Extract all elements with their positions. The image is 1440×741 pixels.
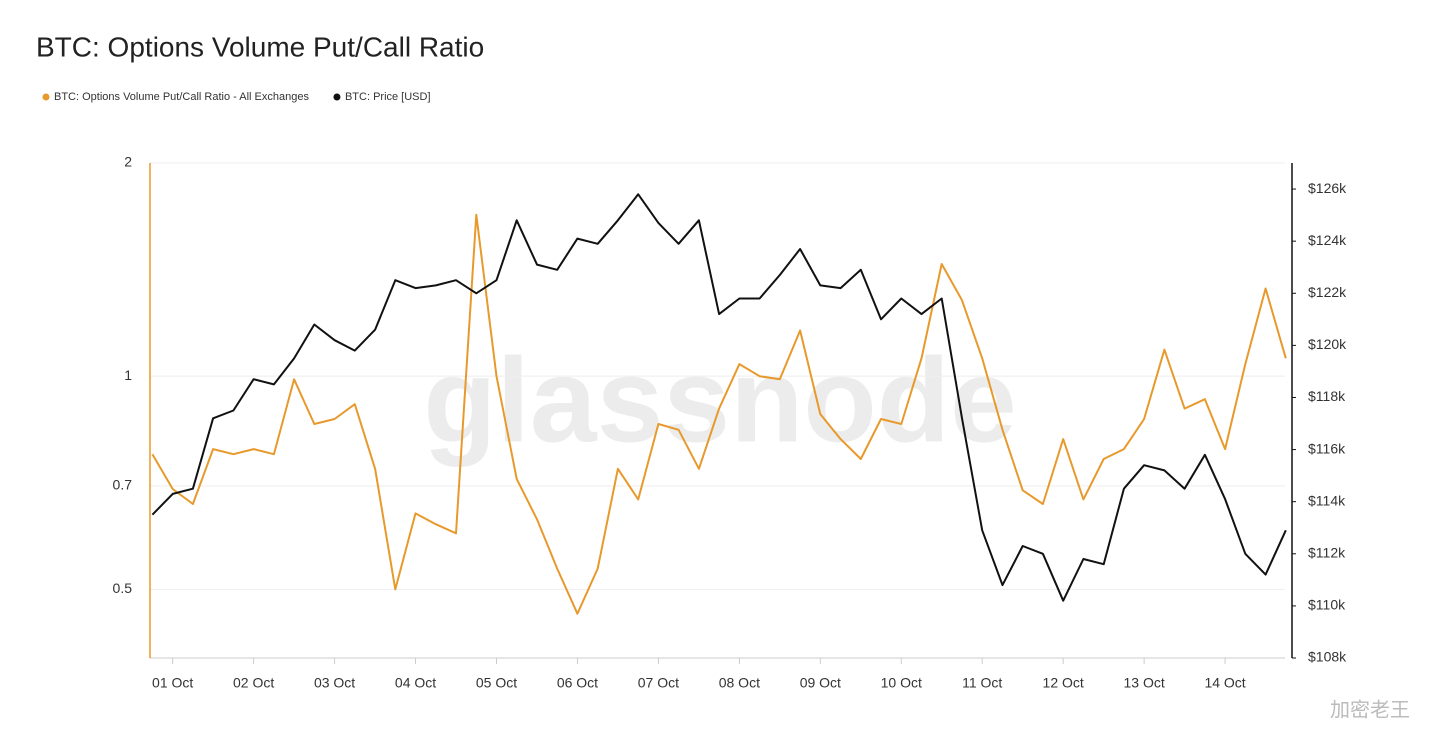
x-tick-label: 11 Oct [962, 675, 1002, 691]
y2-tick-label: $118k [1308, 388, 1346, 404]
y-tick-label: 0.7 [113, 477, 133, 493]
y2-tick-label: $126k [1308, 180, 1347, 196]
y2-tick-label: $124k [1308, 232, 1347, 248]
series-line [151, 213, 1287, 615]
x-tick-label: 12 Oct [1043, 675, 1084, 691]
legend-label: BTC: Price [USD] [345, 91, 431, 103]
y2-tick-label: $114k [1308, 492, 1346, 508]
legend-marker [333, 93, 341, 101]
x-tick-label: 07 Oct [638, 675, 679, 691]
x-tick-label: 04 Oct [395, 675, 436, 691]
x-tick-label: 03 Oct [314, 675, 355, 691]
x-tick-label: 06 Oct [557, 675, 598, 691]
y2-tick-label: $112k [1308, 544, 1346, 560]
y2-tick-label: $116k [1308, 440, 1346, 456]
y2-tick-label: $110k [1308, 597, 1346, 613]
legend-label: BTC: Options Volume Put/Call Ratio - All… [54, 91, 309, 103]
y2-tick-label: $120k [1308, 336, 1347, 352]
x-tick-label: 01 Oct [152, 675, 193, 691]
y-tick-label: 2 [124, 154, 132, 170]
y-tick-label: 1 [124, 367, 132, 383]
legend-marker [42, 93, 50, 101]
x-tick-label: 02 Oct [233, 675, 274, 691]
x-tick-label: 13 Oct [1124, 675, 1165, 691]
x-tick-label: 05 Oct [476, 675, 517, 691]
chart-title: BTC: Options Volume Put/Call Ratio [36, 31, 484, 62]
x-tick-label: 14 Oct [1204, 675, 1245, 691]
x-tick-label: 09 Oct [800, 675, 841, 691]
x-tick-label: 10 Oct [881, 675, 922, 691]
watermark: glassnode [423, 334, 1017, 468]
corner-mark: 加密老王 [1330, 698, 1410, 721]
series-line [151, 193, 1287, 602]
y2-tick-label: $122k [1308, 284, 1347, 300]
y-tick-label: 0.5 [113, 580, 133, 596]
x-tick-label: 08 Oct [719, 675, 760, 691]
y2-tick-label: $108k [1308, 649, 1347, 665]
